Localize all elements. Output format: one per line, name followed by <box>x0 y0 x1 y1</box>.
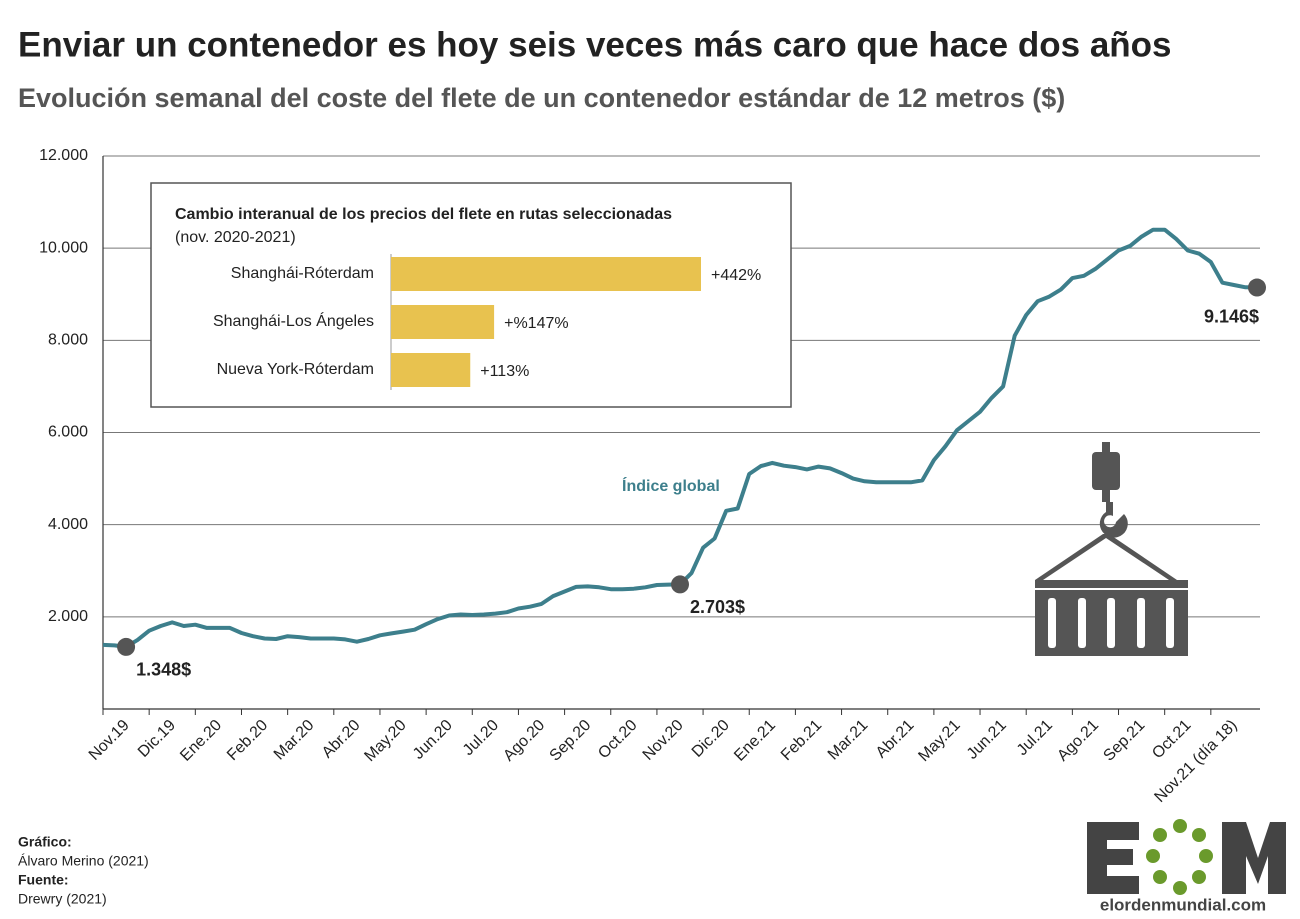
highlight-point <box>117 637 136 656</box>
x-tick-label: Ene.20 <box>177 717 225 765</box>
x-tick-label: Ago.20 <box>500 717 548 765</box>
value-label: 2.703$ <box>690 597 745 617</box>
highlight-point <box>671 575 689 594</box>
bar-value-label: +%147% <box>504 315 569 332</box>
highlight-point <box>1248 278 1266 297</box>
bar <box>391 305 495 339</box>
x-tick-label: Jun.20 <box>410 717 456 763</box>
x-tick-label: Sep.21 <box>1100 717 1148 765</box>
chart-title: Enviar un contenedor es hoy seis veces m… <box>18 25 1172 64</box>
x-tick-label: Feb.20 <box>224 717 271 764</box>
y-tick-label: 6.000 <box>48 424 88 441</box>
bar-category: Nueva York-Róterdam <box>217 361 374 378</box>
chart-subtitle: Evolución semanal del coste del flete de… <box>18 83 1065 113</box>
value-label: 9.146$ <box>1204 306 1259 326</box>
bar-value-label: +442% <box>711 267 761 284</box>
y-tick-label: 2.000 <box>48 608 88 625</box>
x-tick-label: Mar.21 <box>825 717 872 764</box>
x-tick-label: Feb.21 <box>778 717 825 764</box>
bar-category: Shanghái-Róterdam <box>231 265 374 282</box>
bar-value-label: +113% <box>480 363 529 380</box>
x-tick-label: May.20 <box>361 717 409 765</box>
value-label: 1.348$ <box>136 660 191 680</box>
inset-box <box>150 182 792 408</box>
y-tick-label: 12.000 <box>39 147 88 164</box>
x-tick-label: Jul.21 <box>1014 717 1056 759</box>
annotation: Índice global <box>622 476 720 495</box>
x-tick-label: Oct.21 <box>1149 717 1194 762</box>
x-tick-label: Ene.21 <box>731 717 779 765</box>
bar <box>391 353 471 387</box>
y-tick-label: 10.000 <box>39 239 88 256</box>
logo-text: elordenmundial.com <box>1100 895 1266 914</box>
bar-category: Shanghái-Los Ángeles <box>213 311 374 330</box>
x-tick-label: Abr.20 <box>319 717 364 762</box>
x-tick-label: May.21 <box>915 717 963 765</box>
logo-o <box>1146 819 1213 895</box>
logo-mark <box>1087 822 1286 894</box>
x-tick-label: Dic.20 <box>689 717 733 761</box>
source-label: Fuente: <box>18 872 69 888</box>
credit: Álvaro Merino (2021) <box>18 853 149 869</box>
container-slots <box>1048 598 1174 648</box>
x-tick-label: Oct.20 <box>595 717 640 762</box>
x-tick-label: Jul.20 <box>460 717 502 759</box>
y-tick-label: 4.000 <box>48 516 88 533</box>
inset-title: Cambio interanual de los precios del fle… <box>175 206 672 223</box>
x-tick-label: Ago.21 <box>1054 717 1102 765</box>
x-tick-label: Jun.21 <box>964 717 1010 763</box>
credit-label: Gráfico: <box>18 834 72 850</box>
x-tick-label: Mar.20 <box>271 717 318 764</box>
x-tick-label: Nov.19 <box>86 717 133 764</box>
x-tick-label: Abr.21 <box>873 717 918 762</box>
y-tick-label: 8.000 <box>48 332 88 349</box>
x-tick-label: Sep.20 <box>547 717 595 765</box>
x-tick-label: Nov.21 (día 18) <box>1151 717 1240 806</box>
x-tick-label: Nov.20 <box>640 717 687 764</box>
inset-subtitle: (nov. 2020-2021) <box>175 229 296 246</box>
bar <box>391 257 701 291</box>
x-tick-label: Dic.19 <box>135 717 179 761</box>
source: Drewry (2021) <box>18 891 107 907</box>
